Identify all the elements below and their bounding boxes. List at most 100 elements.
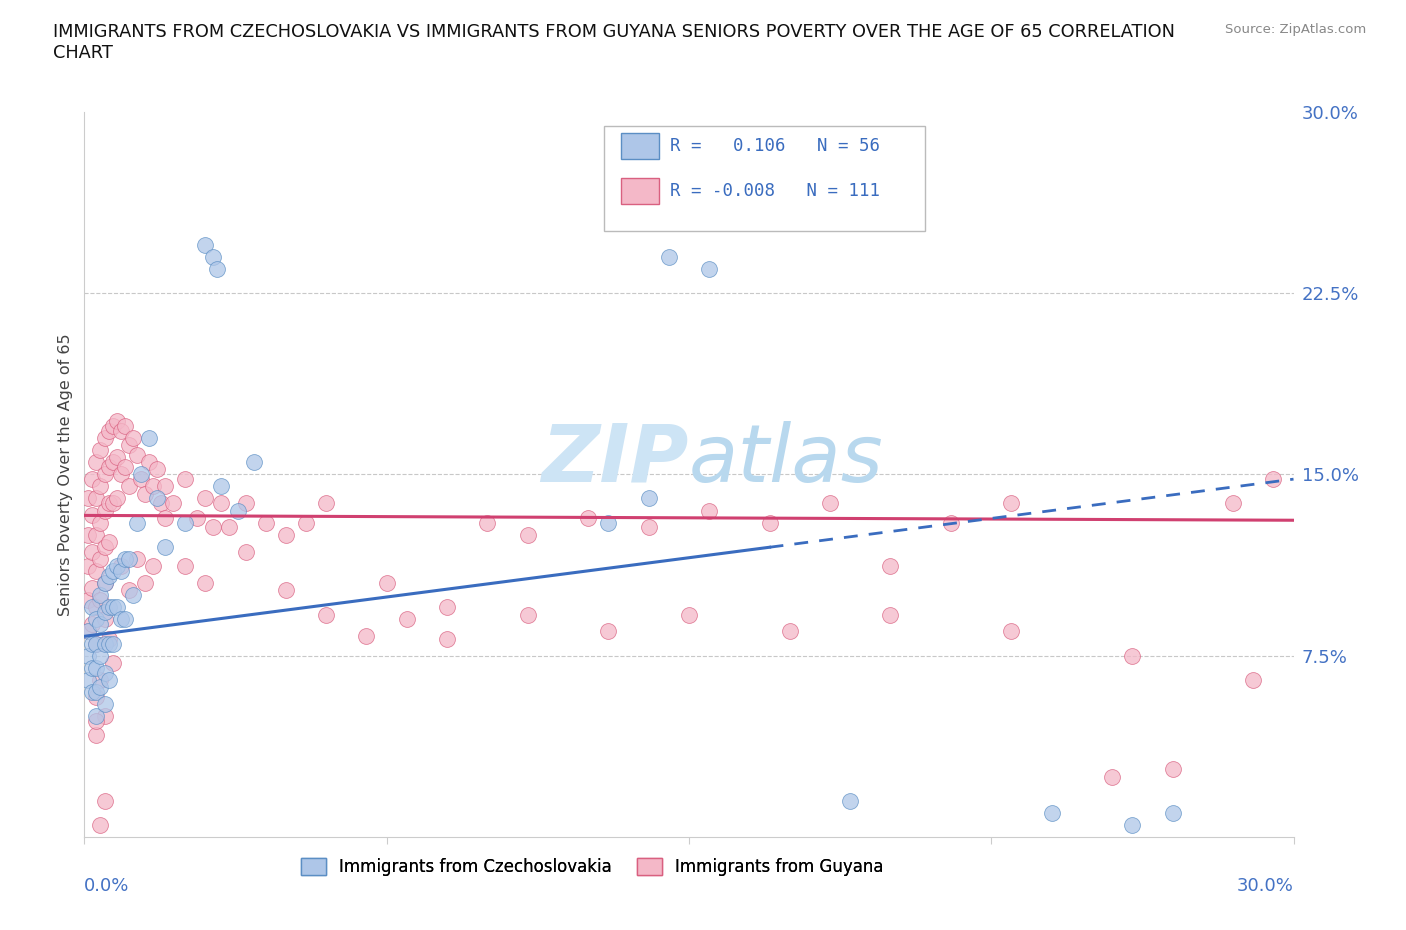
Point (89, 817, 111, 832)
Point (235, 496, 257, 511)
Point (375, 576, 398, 591)
Point (97, 600, 120, 615)
Point (82, 617, 104, 631)
Point (77, 592, 100, 607)
Point (114, 459, 136, 474)
Text: Source: ZipAtlas.com: Source: ZipAtlas.com (1226, 23, 1367, 36)
Point (86, 713, 108, 728)
Point (93, 697, 115, 711)
Point (89, 479, 111, 494)
Point (110, 564, 132, 578)
Point (77, 527, 100, 542)
Point (82, 508, 104, 523)
Point (436, 600, 458, 615)
Point (118, 583, 141, 598)
Point (174, 559, 197, 574)
Point (697, 261, 720, 276)
Point (598, 624, 620, 639)
Point (1161, 805, 1184, 820)
Point (1101, 769, 1123, 784)
Point (125, 515, 148, 530)
Point (315, 607, 337, 622)
Point (86, 684, 108, 699)
Point (1241, 672, 1264, 687)
Point (77, 648, 100, 663)
Point (134, 486, 156, 501)
Point (93, 576, 115, 591)
Point (125, 551, 148, 566)
Point (110, 423, 132, 438)
Point (153, 511, 176, 525)
Point (209, 479, 232, 494)
Point (1000, 496, 1022, 511)
Point (93, 793, 115, 808)
FancyBboxPatch shape (621, 179, 659, 205)
Point (114, 551, 136, 566)
Point (101, 656, 124, 671)
Point (138, 431, 160, 445)
Point (658, 249, 681, 264)
Point (839, 793, 862, 808)
Point (89, 617, 111, 631)
Point (153, 539, 176, 554)
Text: CHART: CHART (53, 44, 114, 61)
Y-axis label: Seniors Poverty Over the Age of 65: Seniors Poverty Over the Age of 65 (58, 333, 73, 616)
Point (110, 467, 132, 482)
Point (194, 576, 217, 591)
Point (209, 496, 232, 511)
Point (118, 479, 141, 494)
Point (77, 624, 100, 639)
FancyBboxPatch shape (621, 133, 659, 159)
Point (174, 515, 197, 530)
FancyBboxPatch shape (605, 126, 925, 232)
Point (93, 709, 115, 724)
Point (637, 491, 659, 506)
Point (194, 491, 217, 506)
Point (1121, 648, 1143, 663)
Point (82, 684, 104, 699)
Point (1121, 817, 1143, 832)
Point (101, 636, 124, 651)
Text: 30.0%: 30.0% (1237, 877, 1294, 895)
Point (202, 520, 225, 535)
Point (89, 680, 111, 695)
Point (101, 496, 124, 511)
Point (697, 503, 720, 518)
Point (121, 588, 143, 603)
Point (138, 455, 160, 470)
Point (86, 600, 108, 615)
Point (779, 624, 801, 639)
Point (101, 418, 124, 433)
Point (82, 472, 104, 486)
Point (101, 455, 124, 470)
Text: R =   0.106   N = 56: R = 0.106 N = 56 (669, 137, 880, 155)
Point (89, 592, 111, 607)
Point (89, 551, 111, 566)
Point (598, 515, 620, 530)
Point (142, 559, 165, 574)
Point (82, 636, 104, 651)
Point (105, 559, 128, 574)
Point (186, 511, 208, 525)
Point (93, 612, 115, 627)
Point (174, 472, 197, 486)
Point (121, 431, 143, 445)
Point (153, 479, 176, 494)
Point (146, 462, 169, 477)
Point (86, 709, 108, 724)
Point (89, 648, 111, 663)
Point (93, 467, 115, 482)
Point (97, 631, 120, 646)
Point (226, 503, 249, 518)
Point (86, 728, 108, 743)
Point (146, 491, 169, 506)
Point (879, 607, 901, 622)
Text: 0.0%: 0.0% (84, 877, 129, 895)
Point (93, 604, 115, 619)
Text: R = -0.008   N = 111: R = -0.008 N = 111 (669, 182, 880, 200)
Point (97, 535, 120, 550)
Point (678, 607, 700, 622)
Point (274, 583, 297, 598)
Point (254, 515, 277, 530)
Point (218, 520, 240, 535)
